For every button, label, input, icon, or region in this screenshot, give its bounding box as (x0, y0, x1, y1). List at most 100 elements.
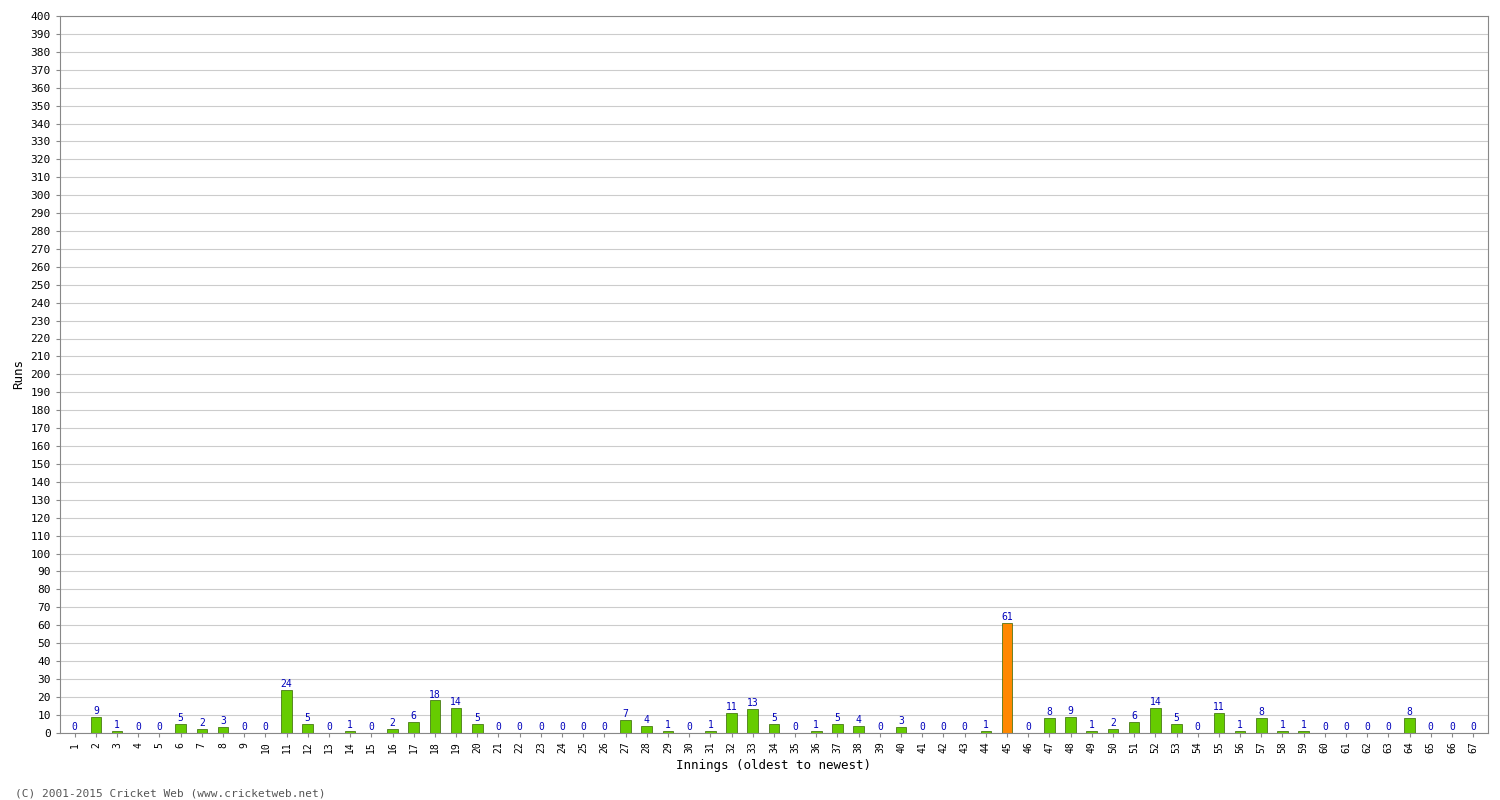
Text: 5: 5 (304, 713, 310, 723)
Text: 5: 5 (474, 713, 480, 723)
Text: 3: 3 (220, 716, 226, 726)
Text: 4: 4 (855, 714, 861, 725)
Text: 0: 0 (878, 722, 884, 732)
Bar (282, 690, 292, 733)
Bar (303, 724, 313, 733)
Bar (1107, 729, 1118, 733)
Bar (1299, 731, 1310, 733)
Bar (812, 731, 822, 733)
Text: 1: 1 (346, 720, 352, 730)
Bar (1044, 718, 1054, 733)
Bar (663, 731, 674, 733)
Text: 1: 1 (1280, 720, 1286, 730)
Text: 0: 0 (242, 722, 248, 732)
Bar (621, 720, 632, 733)
Bar (176, 724, 186, 733)
Y-axis label: Runs: Runs (12, 359, 26, 390)
Bar (981, 731, 992, 733)
Text: 11: 11 (1214, 702, 1225, 712)
Bar (1214, 713, 1224, 733)
Text: 8: 8 (1407, 707, 1413, 718)
Bar (1002, 623, 1013, 733)
Bar (1404, 718, 1414, 733)
Text: 2: 2 (1110, 718, 1116, 728)
Text: 0: 0 (262, 722, 268, 732)
Text: 18: 18 (429, 690, 441, 699)
Text: 0: 0 (940, 722, 946, 732)
Text: 1: 1 (664, 720, 670, 730)
Bar (111, 731, 123, 733)
Text: 0: 0 (602, 722, 608, 732)
Bar (705, 731, 716, 733)
Text: 1: 1 (813, 720, 819, 730)
Bar (217, 727, 228, 733)
Text: 0: 0 (792, 722, 798, 732)
Bar (387, 729, 398, 733)
Text: 9: 9 (1068, 706, 1074, 716)
Text: 0: 0 (495, 722, 501, 732)
Text: 0: 0 (72, 722, 78, 732)
Bar (429, 701, 439, 733)
Text: 0: 0 (135, 722, 141, 732)
Text: 1: 1 (1089, 720, 1095, 730)
Text: 0: 0 (1365, 722, 1370, 732)
Bar (1086, 731, 1096, 733)
Text: 1: 1 (982, 720, 988, 730)
Text: 5: 5 (771, 713, 777, 723)
Text: 0: 0 (686, 722, 692, 732)
Text: 5: 5 (834, 713, 840, 723)
Bar (345, 731, 355, 733)
Bar (1172, 724, 1182, 733)
Text: 0: 0 (962, 722, 968, 732)
Text: 0: 0 (1428, 722, 1434, 732)
Text: 0: 0 (1196, 722, 1200, 732)
Bar (853, 726, 864, 733)
Text: 6: 6 (1131, 711, 1137, 721)
Text: 14: 14 (450, 697, 462, 706)
Bar (896, 727, 906, 733)
Text: 11: 11 (726, 702, 738, 712)
Bar (768, 724, 778, 733)
Text: 0: 0 (1322, 722, 1328, 732)
Text: 9: 9 (93, 706, 99, 716)
Text: 7: 7 (622, 710, 628, 719)
Text: 0: 0 (580, 722, 586, 732)
Text: 0: 0 (326, 722, 332, 732)
Bar (408, 722, 419, 733)
Text: 1: 1 (114, 720, 120, 730)
Text: 1: 1 (1238, 720, 1244, 730)
Text: 0: 0 (560, 722, 566, 732)
Text: 0: 0 (369, 722, 375, 732)
Text: 14: 14 (1149, 697, 1161, 706)
Text: (C) 2001-2015 Cricket Web (www.cricketweb.net): (C) 2001-2015 Cricket Web (www.cricketwe… (15, 788, 326, 798)
Bar (1130, 722, 1140, 733)
Bar (90, 717, 101, 733)
Text: 2: 2 (200, 718, 204, 728)
Bar (1150, 707, 1161, 733)
Text: 0: 0 (516, 722, 522, 732)
X-axis label: Innings (oldest to newest): Innings (oldest to newest) (676, 759, 871, 772)
Bar (472, 724, 483, 733)
Bar (747, 710, 758, 733)
Bar (452, 707, 462, 733)
Text: 0: 0 (1470, 722, 1476, 732)
Text: 1: 1 (708, 720, 714, 730)
Text: 13: 13 (747, 698, 759, 709)
Text: 0: 0 (1386, 722, 1392, 732)
Text: 8: 8 (1047, 707, 1053, 718)
Text: 24: 24 (280, 678, 292, 689)
Text: 2: 2 (390, 718, 396, 728)
Text: 0: 0 (1449, 722, 1455, 732)
Text: 6: 6 (411, 711, 417, 721)
Text: 0: 0 (1342, 722, 1348, 732)
Text: 1: 1 (1300, 720, 1306, 730)
Text: 5: 5 (1173, 713, 1179, 723)
Text: 3: 3 (898, 716, 904, 726)
Text: 4: 4 (644, 714, 650, 725)
Bar (1276, 731, 1288, 733)
Text: 0: 0 (538, 722, 544, 732)
Text: 0: 0 (1026, 722, 1030, 732)
Text: 8: 8 (1258, 707, 1264, 718)
Text: 61: 61 (1000, 613, 1012, 622)
Bar (1256, 718, 1266, 733)
